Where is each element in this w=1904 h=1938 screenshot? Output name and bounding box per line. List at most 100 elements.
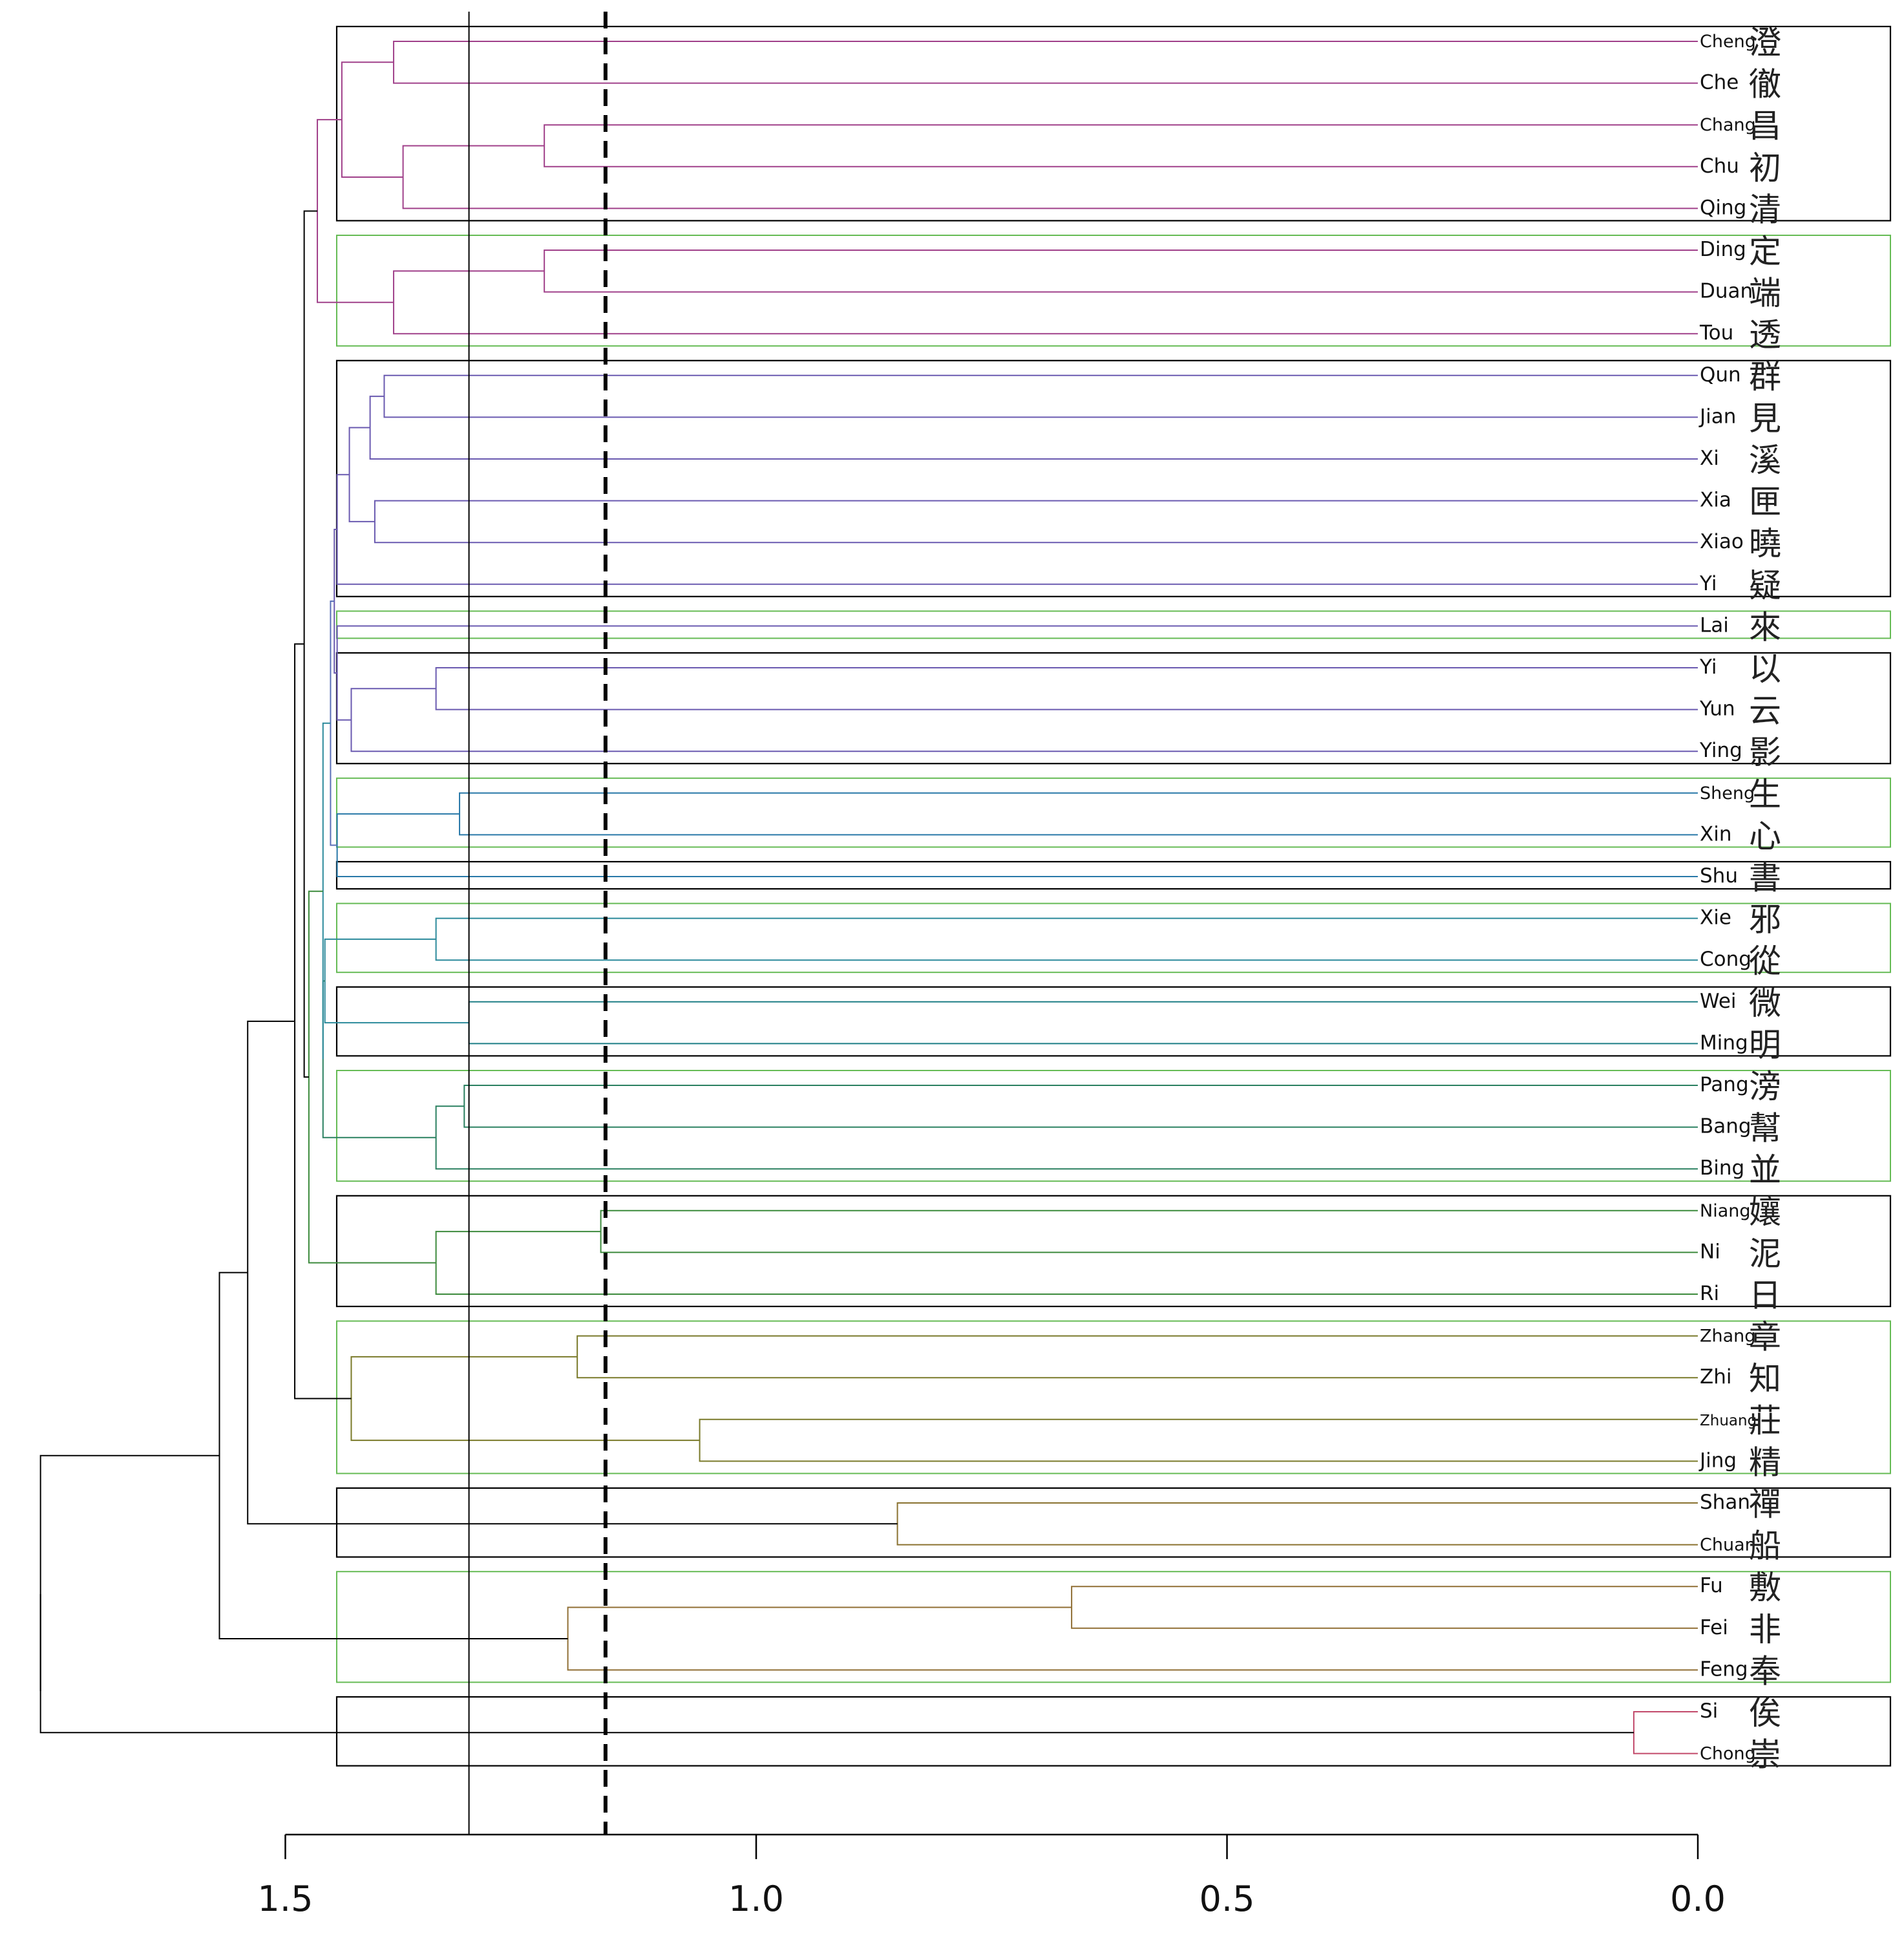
leaf-label-41: Chong — [1700, 1744, 1756, 1764]
leaf-char-10: 溪 — [1749, 442, 1781, 479]
merge-link-35 — [247, 1020, 898, 1525]
leaf-char-19: 心 — [1749, 817, 1781, 855]
merge-link-1 — [544, 124, 1698, 167]
leaf-char-35: 禪 — [1749, 1485, 1781, 1523]
cluster-box-5 — [336, 777, 1891, 848]
cluster-box-14 — [335, 1696, 1892, 1767]
leaf-label-35: Shan — [1700, 1491, 1750, 1514]
leaf-label-18: Sheng — [1700, 783, 1755, 804]
merge-link-27 — [435, 1231, 1698, 1295]
leaf-label-14: Lai — [1700, 613, 1729, 637]
cluster-box-13 — [336, 1571, 1891, 1683]
leaf-label-39: Feng — [1700, 1657, 1748, 1681]
leaf-char-36: 船 — [1749, 1528, 1781, 1565]
leaf-label-26: Bang — [1700, 1115, 1751, 1138]
merge-link-34 — [896, 1502, 1698, 1546]
merge-link-37 — [567, 1606, 1698, 1671]
merge-link-28 — [308, 890, 436, 1264]
merge-link-22 — [463, 1085, 1698, 1128]
merge-link-16 — [459, 792, 1698, 836]
x-tick-label-0: 1.5 — [258, 1879, 313, 1919]
leaf-char-27: 並 — [1749, 1151, 1781, 1189]
leaf-char-7: 透 — [1749, 316, 1781, 354]
leaf-label-6: Duan — [1700, 280, 1753, 303]
leaf-label-15: Yi — [1699, 655, 1717, 679]
merge-link-14 — [336, 625, 1698, 721]
merge-link-26 — [600, 1209, 1698, 1253]
leaf-char-24: 明 — [1749, 1026, 1781, 1063]
leaf-char-39: 奉 — [1749, 1652, 1781, 1690]
leaf-label-17: Ying — [1699, 739, 1742, 762]
leaf-label-24: Ming — [1700, 1031, 1748, 1054]
leaf-label-23: Wei — [1700, 990, 1737, 1013]
merge-link-2 — [402, 145, 1698, 209]
merge-link-40 — [39, 1454, 1634, 1734]
leaf-char-20: 書 — [1749, 859, 1781, 897]
leaf-label-34: Jing — [1698, 1449, 1737, 1472]
merge-link-5 — [393, 270, 1698, 335]
leaf-label-13: Yi — [1699, 572, 1717, 595]
leaf-char-29: 泥 — [1749, 1235, 1781, 1272]
leaf-label-20: Shu — [1700, 864, 1738, 888]
leaf-char-14: 來 — [1749, 608, 1781, 646]
leaf-char-31: 章 — [1749, 1319, 1781, 1356]
merge-link-6 — [317, 119, 394, 303]
cluster-box-2 — [335, 359, 1892, 597]
reference-lines — [468, 12, 608, 1835]
merge-link-31 — [699, 1418, 1698, 1462]
merge-link-32 — [350, 1356, 700, 1442]
leaf-label-21: Xie — [1700, 906, 1731, 930]
leaf-char-5: 定 — [1749, 233, 1781, 270]
leaf-char-1: 徹 — [1749, 66, 1781, 103]
cluster-box-1 — [336, 235, 1891, 347]
leaf-label-9: Jian — [1698, 405, 1736, 428]
merge-link-23 — [435, 1105, 1698, 1170]
cluster-box-7 — [336, 902, 1891, 974]
leaf-char-21: 邪 — [1749, 901, 1781, 939]
leaf-char-17: 影 — [1749, 734, 1781, 771]
leaf-label-8: Qun — [1700, 363, 1741, 387]
merge-link-38 — [218, 1272, 568, 1639]
leaf-char-8: 群 — [1749, 358, 1781, 396]
merge-link-13 — [350, 688, 1698, 752]
leaf-char-40: 俟 — [1749, 1694, 1781, 1732]
leaf-label-27: Bing — [1700, 1156, 1744, 1180]
leaf-char-25: 滂 — [1749, 1068, 1781, 1105]
leaf-char-2: 昌 — [1749, 107, 1781, 145]
leaf-label-5: Ding — [1700, 238, 1746, 261]
merge-link-7 — [383, 374, 1698, 418]
leaf-char-13: 疑 — [1749, 567, 1781, 604]
leaf-label-2: Chang — [1700, 115, 1756, 135]
leaf-label-25: Pang — [1700, 1073, 1749, 1096]
x-tick-label-3: 0.0 — [1670, 1879, 1726, 1919]
merge-link-21 — [324, 938, 469, 1024]
cluster-boxes — [335, 25, 1892, 1767]
merge-link-10 — [348, 427, 375, 522]
leaf-char-12: 曉 — [1749, 525, 1781, 562]
leaf-label-0: Cheng — [1700, 32, 1756, 52]
leaf-char-0: 澄 — [1749, 24, 1781, 61]
merge-link-19 — [435, 917, 1698, 961]
leaf-char-28: 孃 — [1749, 1193, 1781, 1231]
merge-link-36 — [1071, 1586, 1698, 1629]
leaf-label-7: Tou — [1699, 321, 1733, 345]
leaf-label-36: Chuan — [1700, 1535, 1756, 1555]
leaf-label-16: Yun — [1699, 697, 1735, 721]
leaf-char-22: 從 — [1749, 942, 1781, 980]
merge-link-29 — [303, 210, 318, 1078]
leaf-char-15: 以 — [1749, 650, 1781, 688]
merge-link-12 — [435, 667, 1698, 710]
leaf-char-32: 知 — [1749, 1360, 1781, 1398]
cluster-box-12 — [335, 1487, 1892, 1558]
leaf-label-12: Xiao — [1700, 530, 1744, 553]
leaf-label-37: Fu — [1700, 1574, 1723, 1597]
merge-link-0 — [393, 41, 1698, 84]
cluster-box-11 — [336, 1320, 1891, 1475]
leaf-label-31: Zhang — [1700, 1326, 1755, 1347]
leaf-char-4: 清 — [1749, 191, 1781, 228]
merge-link-11 — [336, 474, 1698, 585]
leaf-label-19: Xin — [1700, 822, 1732, 846]
merge-link-24 — [322, 980, 436, 1138]
merge-link-25 — [322, 722, 331, 1060]
